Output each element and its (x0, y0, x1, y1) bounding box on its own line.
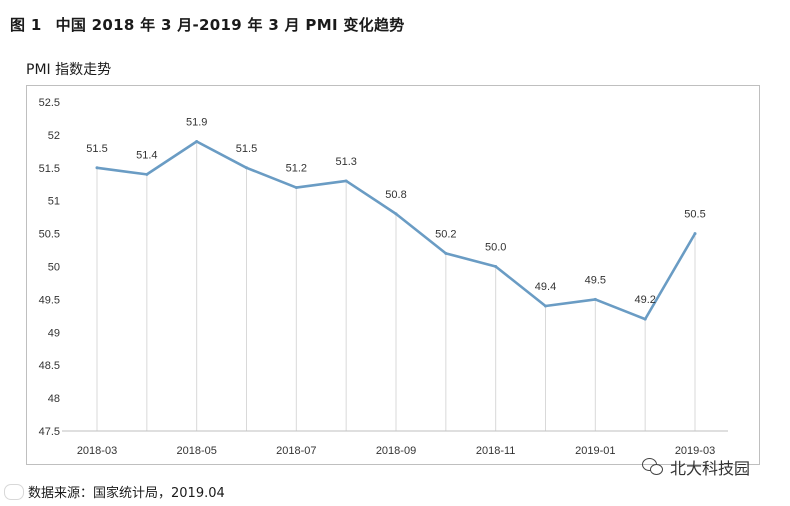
chart-title: PMI 指数走势 (26, 62, 112, 78)
source-note: 数据来源：国家统计局，2019.04 (28, 486, 225, 501)
y-tick-label: 47.5 (39, 426, 60, 438)
data-point (245, 166, 248, 170)
y-tick-label: 52.5 (39, 97, 60, 109)
y-tick-label: 50 (48, 262, 60, 274)
watermark: 北大科技园 (642, 455, 750, 479)
data-label: 50.0 (485, 242, 506, 254)
x-tick-label: 2018-05 (176, 445, 216, 457)
data-point (693, 232, 697, 236)
watermark-text: 北大科技园 (670, 459, 751, 478)
data-label: 49.2 (634, 294, 655, 306)
data-label: 51.5 (86, 143, 107, 155)
data-label: 49.4 (535, 281, 556, 293)
data-label: 50.2 (435, 228, 456, 240)
data-label: 50.8 (385, 189, 406, 201)
data-label: 51.2 (286, 163, 307, 175)
watermark-left-icon (4, 484, 24, 500)
data-label: 51.9 (186, 116, 207, 128)
y-tick-label: 50.5 (39, 229, 60, 241)
data-point (444, 251, 448, 255)
x-tick-label: 2018-11 (476, 445, 516, 457)
data-point (195, 139, 199, 143)
data-point (344, 179, 348, 183)
data-point (643, 317, 647, 321)
grid-lines (96, 141, 696, 431)
wechat-icon (642, 458, 664, 476)
data-point (394, 212, 398, 216)
x-tick-label: 2018-09 (376, 445, 416, 457)
x-tick-label: 2018-07 (276, 445, 316, 457)
data-point (145, 172, 149, 176)
y-tick-label: 49 (48, 327, 60, 339)
figure-title: 图 1 中国 2018 年 3 月-2019 年 3 月 PMI 变化趋势 (10, 14, 405, 35)
y-tick-label: 51.5 (39, 163, 60, 175)
x-axis: 2018-03 2018-05 2018-07 2018-09 2018-11 2019-… (62, 430, 728, 457)
data-label: 51.5 (236, 143, 257, 155)
y-tick-label: 48.5 (39, 360, 60, 372)
data-labels: 51.5 51.4 51.9 51.5 51.2 51.3 50.8 50.2 50.0 49.4… (86, 116, 705, 306)
data-label: 50.5 (684, 209, 705, 221)
series-pmi (95, 139, 697, 321)
data-point (544, 304, 547, 308)
x-tick-label: 2019-01 (575, 445, 615, 457)
y-tick-label: 52 (48, 130, 60, 142)
figure-title-text: 中国 2018 年 3 月-2019 年 3 月 PMI 变化趋势 (55, 16, 405, 34)
data-point (593, 297, 597, 301)
data-point (494, 265, 498, 268)
y-tick-label: 49.5 (39, 294, 60, 306)
data-label: 49.5 (585, 274, 606, 286)
figure-number: 图 1 (10, 16, 42, 34)
data-point (95, 166, 99, 170)
data-point (294, 186, 298, 190)
data-label: 51.3 (335, 156, 356, 168)
x-tick-label: 2018-03 (77, 445, 117, 457)
y-tick-label: 51 (48, 196, 60, 208)
chart-frame (26, 85, 760, 465)
y-axis: 52.5 52 51.5 51 50.5 50 49.5 49 48.5 48 47.5 (39, 97, 60, 438)
x-tick-label: 2019-03 (675, 445, 715, 457)
y-tick-label: 48 (48, 393, 60, 405)
data-label: 51.4 (136, 149, 157, 161)
